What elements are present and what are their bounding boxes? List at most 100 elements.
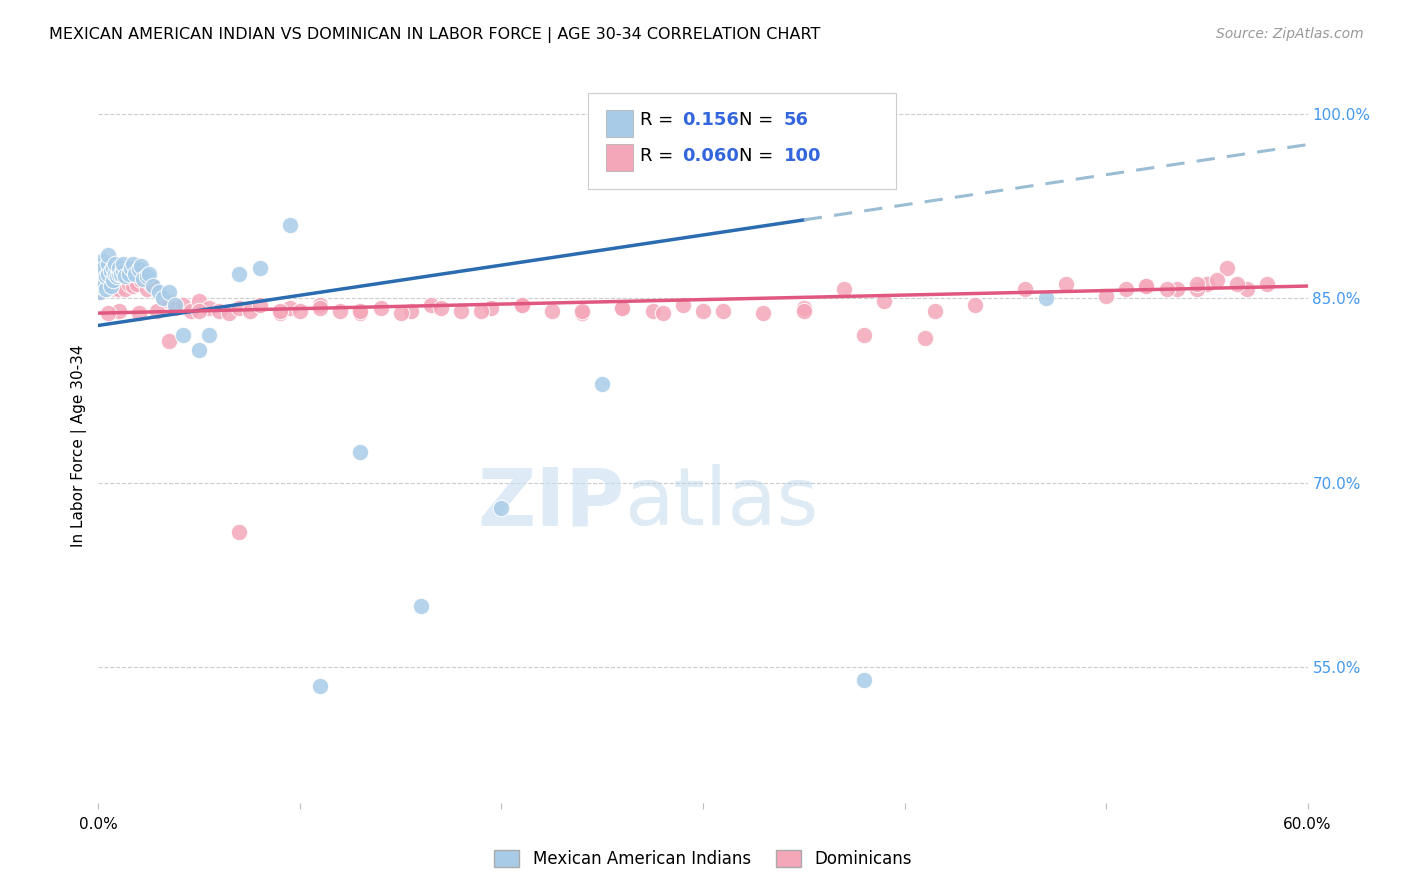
Point	[89, 273, 111, 287]
Point	[481, 301, 503, 316]
Point	[329, 303, 352, 318]
Point	[107, 260, 129, 275]
Point	[1156, 281, 1178, 295]
Point	[641, 303, 664, 318]
Point	[591, 377, 613, 392]
Point	[163, 301, 186, 316]
Point	[218, 306, 240, 320]
Point	[111, 257, 134, 271]
Point	[152, 291, 174, 305]
Point	[180, 303, 202, 318]
Text: R =: R =	[640, 111, 679, 128]
Point	[208, 303, 231, 318]
Text: atlas: atlas	[624, 464, 818, 542]
Point	[832, 281, 855, 295]
Point	[118, 267, 141, 281]
Point	[91, 279, 114, 293]
Point	[111, 264, 134, 278]
Point	[111, 279, 134, 293]
Point	[1135, 279, 1157, 293]
Point	[101, 260, 124, 275]
Point	[97, 281, 120, 295]
Point	[91, 267, 114, 281]
Text: Source: ZipAtlas.com: Source: ZipAtlas.com	[1216, 27, 1364, 41]
Point	[97, 306, 120, 320]
Point	[146, 303, 169, 318]
Point	[571, 303, 593, 318]
Point	[118, 277, 141, 291]
Point	[132, 271, 155, 285]
Point	[188, 343, 211, 357]
Point	[470, 303, 492, 318]
Point	[101, 267, 124, 281]
Point	[100, 269, 122, 284]
Point	[93, 277, 115, 291]
Point	[89, 269, 111, 284]
Point	[89, 279, 111, 293]
Point	[138, 267, 160, 281]
Point	[389, 306, 412, 320]
Point	[89, 285, 111, 300]
Point	[540, 303, 562, 318]
Text: 0.060: 0.060	[682, 146, 740, 164]
Point	[269, 306, 291, 320]
Point	[105, 269, 128, 284]
Point	[96, 279, 118, 293]
Point	[188, 303, 211, 318]
Point	[612, 301, 634, 316]
Point	[278, 218, 301, 232]
Point	[157, 293, 180, 308]
Point	[114, 281, 136, 295]
Point	[110, 277, 132, 291]
Point	[1014, 281, 1036, 295]
Point	[96, 281, 118, 295]
Point	[172, 297, 194, 311]
Legend: Mexican American Indians, Dominicans: Mexican American Indians, Dominicans	[488, 843, 918, 875]
Point	[269, 303, 291, 318]
Point	[399, 303, 422, 318]
Point	[1095, 289, 1118, 303]
Point	[309, 297, 332, 311]
Point	[93, 267, 115, 281]
Text: 56: 56	[785, 111, 808, 128]
Point	[1115, 281, 1137, 295]
Point	[228, 301, 250, 316]
Point	[107, 303, 129, 318]
Point	[128, 261, 150, 276]
Point	[571, 306, 593, 320]
Point	[228, 267, 250, 281]
FancyBboxPatch shape	[606, 110, 633, 137]
Point	[93, 269, 115, 284]
Point	[349, 303, 371, 318]
Point	[873, 293, 896, 308]
Point	[711, 303, 734, 318]
Point	[249, 297, 271, 311]
Point	[148, 285, 170, 300]
Point	[249, 260, 271, 275]
Point	[853, 328, 876, 343]
Point	[100, 264, 122, 278]
Point	[1054, 277, 1077, 291]
Y-axis label: In Labor Force | Age 30-34: In Labor Force | Age 30-34	[72, 344, 87, 548]
Point	[103, 257, 125, 271]
Point	[142, 279, 165, 293]
Point	[114, 269, 136, 284]
Point	[1206, 273, 1229, 287]
Point	[97, 273, 120, 287]
Point	[430, 301, 453, 316]
Text: MEXICAN AMERICAN INDIAN VS DOMINICAN IN LABOR FORCE | AGE 30-34 CORRELATION CHAR: MEXICAN AMERICAN INDIAN VS DOMINICAN IN …	[49, 27, 821, 43]
Point	[1226, 277, 1249, 291]
Point	[239, 303, 262, 318]
Point	[420, 297, 443, 311]
Point	[96, 267, 118, 281]
Point	[103, 271, 125, 285]
Point	[105, 277, 128, 291]
Point	[1236, 281, 1258, 295]
Point	[1166, 281, 1188, 295]
Point	[612, 301, 634, 316]
Point	[120, 260, 142, 275]
Point	[1256, 277, 1278, 291]
Point	[157, 334, 180, 349]
Text: 0.156: 0.156	[682, 111, 740, 128]
Point	[491, 500, 513, 515]
